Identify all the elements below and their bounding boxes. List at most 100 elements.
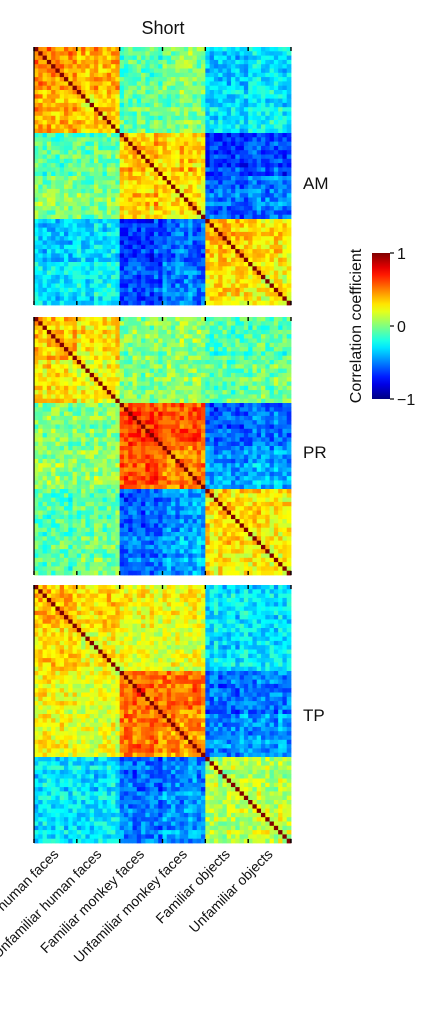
heatmap-cell-am [282,180,288,185]
heatmap-cell-am [269,120,275,125]
heatmap-cell-am [231,111,236,117]
heatmap-cell-am [76,158,82,164]
heatmap-cell-am [158,270,163,276]
heatmap-cell-pr [34,407,39,412]
heatmap-cell-am [89,262,95,267]
heatmap-cell-am [265,77,270,82]
heatmap-cell-am [81,266,86,271]
heatmap-cell-am [222,197,228,203]
heatmap-cell-am [162,193,168,198]
heatmap-cell-am [102,188,108,194]
heatmap-cell-pr [265,355,270,361]
heatmap-cell-am [248,120,253,125]
heatmap-cell-am [115,206,121,211]
heatmap-cell-am [196,133,202,138]
heatmap-cell-pr [183,351,189,357]
heatmap-cell-am [196,227,202,233]
heatmap-cell-pr [111,347,116,352]
heatmap-cell-am [34,128,39,134]
heatmap-cell-am [252,141,258,147]
heatmap-cell-am [59,115,65,121]
heatmap-cell-am [106,193,112,198]
heatmap-cell-am [213,98,219,104]
heatmap-cell-am [188,266,193,271]
heatmap-cell-pr [261,351,266,357]
heatmap-cell-am [38,154,43,160]
heatmap-cell-pr [252,364,258,369]
heatmap-cell-am [89,257,95,263]
heatmap-cell-pr [248,342,253,348]
heatmap-cell-am [209,107,215,112]
heatmap-cell-pr [68,364,73,369]
heatmap-cell-am [171,150,176,155]
heatmap-cell-pr [68,385,73,391]
heatmap-cell-am [222,244,228,250]
heatmap-cell-am [183,51,189,56]
heatmap-cell-pr [85,338,91,344]
heatmap-cell-am [261,240,266,246]
heatmap-cell-am [98,137,103,142]
heatmap-cell-am [235,180,240,185]
heatmap-cell-pr [162,360,168,365]
heatmap-cell-am [136,133,142,138]
heatmap-cell-am [192,102,198,108]
heatmap-cell-am [111,163,116,168]
heatmap-cell-am [166,102,172,108]
heatmap-cell-am [145,51,151,56]
heatmap-cell-am [166,300,172,306]
heatmap-cell-pr [123,381,129,387]
heatmap-cell-am [89,51,95,56]
heatmap-cell-am [243,141,249,147]
heatmap-cell-am [235,244,240,250]
heatmap-cell-am [269,283,275,289]
heatmap-cell-pr [286,407,292,412]
heatmap-cell-pr [282,364,288,369]
heatmap-cell-am [235,270,240,276]
heatmap-cell-am [273,64,279,69]
heatmap-cell-am [252,115,258,121]
heatmap-cell-pr [209,377,215,382]
heatmap-cell-am [273,120,279,125]
heatmap-cell-am [132,81,138,87]
heatmap-cell-am [102,47,108,52]
heatmap-cell-pr [55,325,61,331]
heatmap-cell-am [175,253,181,259]
heatmap-cell-am [55,227,61,233]
heatmap-cell-am [46,176,52,181]
heatmap-cell-pr [46,385,52,391]
heatmap-cell-am [158,279,163,284]
heatmap-cell-am [226,249,232,254]
heatmap-cell-am [166,98,172,104]
heatmap-cell-pr [239,411,245,417]
heatmap-cell-am [63,188,69,194]
heatmap-cell-pr [278,360,283,365]
heatmap-cell-am [188,214,193,220]
heatmap-cell-am [248,249,253,254]
heatmap-cell-pr [59,407,65,412]
heatmap-cell-pr [141,403,146,408]
heatmap-cell-am [72,81,78,87]
heatmap-cell-am [38,266,43,271]
heatmap-cell-am [252,292,258,297]
heatmap-cell-am [213,240,219,246]
heatmap-cell-am [42,197,48,203]
heatmap-cell-pr [93,329,99,335]
heatmap-cell-am [196,296,202,302]
heatmap-cell-am [34,72,39,78]
heatmap-cell-am [179,154,185,160]
heatmap-cell-am [136,81,142,87]
heatmap-cell-am [106,236,112,241]
heatmap-cell-am [72,227,78,233]
heatmap-cell-pr [201,325,206,331]
heatmap-cell-am [38,231,43,237]
heatmap-cell-am [201,240,206,246]
heatmap-cell-pr [196,398,202,404]
heatmap-cell-am [213,193,219,198]
heatmap-cell-pr [183,321,189,326]
heatmap-cell-am [213,81,219,87]
heatmap-cell-am [93,90,99,95]
heatmap-cell-am [111,262,116,267]
heatmap-cell-am [115,55,121,61]
heatmap-cell-am [81,296,86,302]
heatmap-cell-am [98,51,103,56]
